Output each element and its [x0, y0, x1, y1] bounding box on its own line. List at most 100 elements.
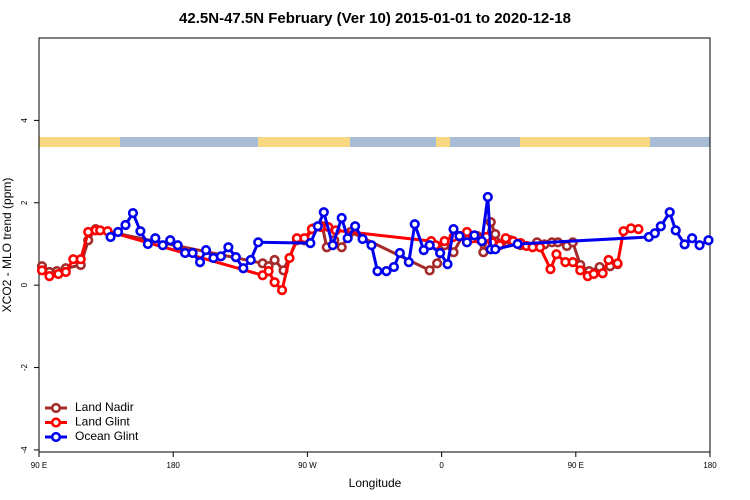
data-point	[545, 263, 556, 275]
data-point	[194, 256, 206, 268]
data-point	[432, 258, 443, 269]
data-point	[105, 231, 116, 243]
data-point	[150, 233, 161, 244]
data-point	[403, 256, 414, 268]
data-point	[454, 231, 465, 242]
data-point	[245, 254, 256, 266]
data-point	[357, 233, 368, 245]
land-band	[258, 137, 350, 147]
data-point	[461, 237, 473, 248]
x-axis-label: Longitude	[349, 476, 402, 490]
series-line	[109, 195, 710, 273]
data-point	[603, 254, 614, 266]
data-point	[284, 252, 295, 264]
data-point	[336, 242, 347, 253]
data-point	[512, 238, 523, 250]
data-point	[551, 249, 562, 260]
data-point	[36, 265, 48, 276]
data-point	[649, 228, 660, 239]
x-tick-label: 90 E	[31, 461, 47, 470]
data-point	[157, 240, 168, 251]
x-tick-label: 90 E	[568, 461, 584, 470]
x-tick-label: 0	[439, 461, 444, 470]
data-point	[534, 242, 546, 253]
series	[36, 221, 644, 296]
data-point	[588, 268, 599, 280]
y-tick-label: 0	[20, 282, 29, 287]
data-point	[172, 240, 183, 251]
land-band	[520, 137, 650, 147]
data-point	[327, 240, 338, 251]
data-point	[44, 271, 55, 282]
data-point	[75, 254, 86, 265]
x-tick-label: 90 W	[298, 461, 317, 470]
data-point	[469, 230, 480, 241]
data-point	[490, 244, 501, 255]
legend-label: Land Nadir	[75, 400, 134, 414]
ocean-band	[350, 137, 520, 147]
data-point	[597, 268, 608, 279]
land-ocean-strip	[39, 137, 710, 147]
data-point	[476, 235, 487, 247]
data-point	[575, 265, 586, 276]
data-point	[120, 219, 131, 231]
data-point	[230, 252, 241, 263]
data-point	[215, 251, 227, 262]
data-point	[366, 240, 377, 251]
data-point	[142, 238, 153, 250]
data-point	[318, 207, 329, 218]
data-point	[112, 226, 124, 238]
data-point	[263, 266, 274, 277]
data-point	[223, 242, 234, 253]
x-tick-label: 180	[167, 461, 181, 470]
data-point	[490, 228, 501, 240]
data-point	[612, 258, 623, 269]
data-point	[482, 191, 493, 203]
legend-label: Ocean Glint	[75, 429, 139, 443]
data-point	[694, 240, 705, 251]
ocean-band	[650, 137, 710, 147]
data-point	[424, 265, 435, 276]
data-point	[409, 219, 420, 230]
data-point	[238, 263, 249, 274]
data-point	[388, 261, 399, 273]
data-point	[60, 266, 71, 278]
data-point	[165, 235, 176, 246]
data-point	[253, 237, 264, 248]
x-tick-label: 180	[703, 461, 717, 470]
data-point	[372, 266, 383, 277]
data-point	[336, 212, 347, 224]
data-point	[394, 247, 405, 259]
data-point	[435, 247, 446, 259]
legend-marker	[50, 402, 62, 414]
legend-marker	[50, 431, 62, 443]
y-tick-label: -4	[20, 446, 29, 454]
data-point	[187, 247, 198, 259]
data-point	[655, 221, 666, 232]
data-point	[350, 221, 361, 232]
data-point	[312, 221, 323, 232]
data-point	[448, 224, 459, 235]
y-tick-label: 4	[20, 118, 29, 123]
data-point	[687, 233, 698, 244]
data-point	[342, 233, 353, 244]
data-point	[135, 226, 146, 237]
data-point	[670, 225, 681, 236]
land-band	[39, 137, 120, 147]
land-band	[436, 137, 450, 147]
data-point	[381, 266, 392, 277]
data-point	[679, 239, 690, 250]
data-point	[439, 235, 450, 247]
series	[105, 191, 714, 277]
y-tick-label: 2	[20, 200, 29, 205]
legend-label: Land Glint	[75, 415, 130, 429]
data-point	[664, 207, 675, 218]
data-point	[633, 224, 644, 235]
chart-title: 42.5N-47.5N February (Ver 10) 2015-01-01…	[179, 10, 571, 27]
y-axis-label: XCO2 - MLO trend (ppm)	[0, 178, 14, 313]
series-line	[41, 225, 639, 292]
data-point	[442, 259, 453, 270]
data-point	[424, 240, 435, 251]
data-point	[269, 254, 280, 266]
